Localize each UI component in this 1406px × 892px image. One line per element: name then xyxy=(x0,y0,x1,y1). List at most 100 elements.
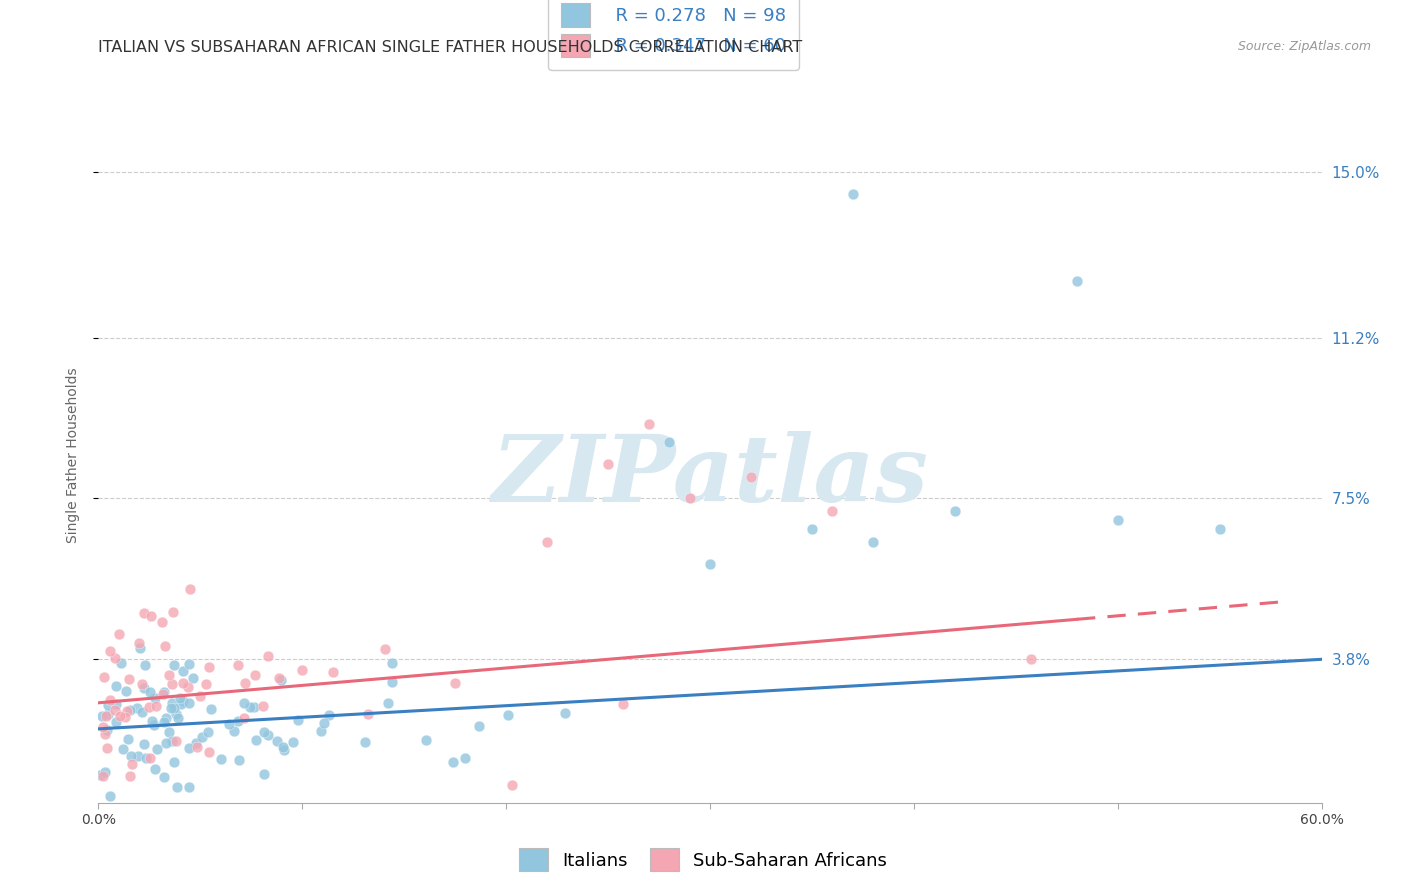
Point xyxy=(104,697,127,711)
Point xyxy=(536,534,558,549)
Point xyxy=(114,710,136,724)
Point xyxy=(162,700,184,714)
Point xyxy=(107,626,129,640)
Point xyxy=(943,504,966,518)
Point xyxy=(128,636,150,650)
Point xyxy=(96,740,118,755)
Point xyxy=(163,657,186,672)
Point xyxy=(145,699,167,714)
Point xyxy=(115,683,138,698)
Point xyxy=(104,651,127,665)
Point xyxy=(841,187,863,202)
Point xyxy=(160,696,183,710)
Point xyxy=(129,640,152,655)
Point xyxy=(157,724,180,739)
Point xyxy=(177,680,200,694)
Point xyxy=(91,720,114,734)
Point xyxy=(243,667,266,681)
Point xyxy=(1209,522,1232,536)
Point xyxy=(179,582,201,596)
Point xyxy=(152,615,174,629)
Point xyxy=(271,739,294,754)
Point xyxy=(381,656,404,670)
Point xyxy=(146,742,169,756)
Point xyxy=(257,649,280,664)
Point xyxy=(98,789,121,803)
Point xyxy=(138,699,160,714)
Point xyxy=(468,719,491,733)
Point xyxy=(96,708,118,723)
Point xyxy=(211,752,233,766)
Point xyxy=(139,609,162,624)
Point xyxy=(153,639,176,653)
Point xyxy=(162,605,184,619)
Point xyxy=(740,469,762,483)
Point xyxy=(287,713,309,727)
Point xyxy=(267,671,290,685)
Point xyxy=(257,728,280,742)
Point xyxy=(98,692,121,706)
Point xyxy=(155,736,177,750)
Point xyxy=(153,715,176,730)
Point xyxy=(165,707,187,722)
Point xyxy=(252,699,274,714)
Point xyxy=(120,768,142,782)
Point xyxy=(152,687,174,701)
Point xyxy=(181,672,204,686)
Point xyxy=(273,743,295,757)
Point xyxy=(127,749,149,764)
Point xyxy=(188,689,211,703)
Point xyxy=(160,677,183,691)
Point xyxy=(94,764,117,779)
Point xyxy=(160,734,183,748)
Point xyxy=(318,708,340,723)
Point xyxy=(501,778,523,792)
Point xyxy=(679,491,702,506)
Point xyxy=(233,696,256,710)
Point xyxy=(172,693,194,707)
Point xyxy=(862,534,884,549)
Point xyxy=(598,457,620,471)
Point xyxy=(498,708,520,723)
Point xyxy=(197,725,219,739)
Point xyxy=(172,664,194,678)
Point xyxy=(132,737,155,751)
Point xyxy=(134,606,156,620)
Point xyxy=(145,762,167,776)
Point xyxy=(312,715,335,730)
Point xyxy=(179,741,201,756)
Point xyxy=(415,733,437,747)
Point xyxy=(160,701,183,715)
Point xyxy=(153,770,176,784)
Point xyxy=(157,668,180,682)
Point xyxy=(90,708,112,723)
Point xyxy=(554,706,576,720)
Point xyxy=(658,434,681,449)
Point xyxy=(374,641,396,656)
Point xyxy=(120,748,142,763)
Point xyxy=(218,717,240,731)
Point xyxy=(104,715,127,730)
Point xyxy=(243,700,266,714)
Point xyxy=(134,658,156,673)
Point xyxy=(96,723,118,738)
Point xyxy=(191,730,214,744)
Point xyxy=(172,676,194,690)
Point xyxy=(226,657,249,672)
Point xyxy=(163,755,186,769)
Legend: Italians, Sub-Saharan Africans: Italians, Sub-Saharan Africans xyxy=(512,841,894,879)
Point xyxy=(454,751,477,765)
Point xyxy=(143,691,166,706)
Point xyxy=(120,703,142,717)
Point xyxy=(245,733,267,747)
Point xyxy=(322,665,344,679)
Point xyxy=(131,677,153,691)
Point xyxy=(354,735,377,749)
Point xyxy=(98,644,121,658)
Point xyxy=(91,769,114,783)
Point xyxy=(93,670,115,684)
Point xyxy=(170,698,193,712)
Point xyxy=(309,724,332,739)
Point xyxy=(118,672,141,686)
Point xyxy=(184,736,207,750)
